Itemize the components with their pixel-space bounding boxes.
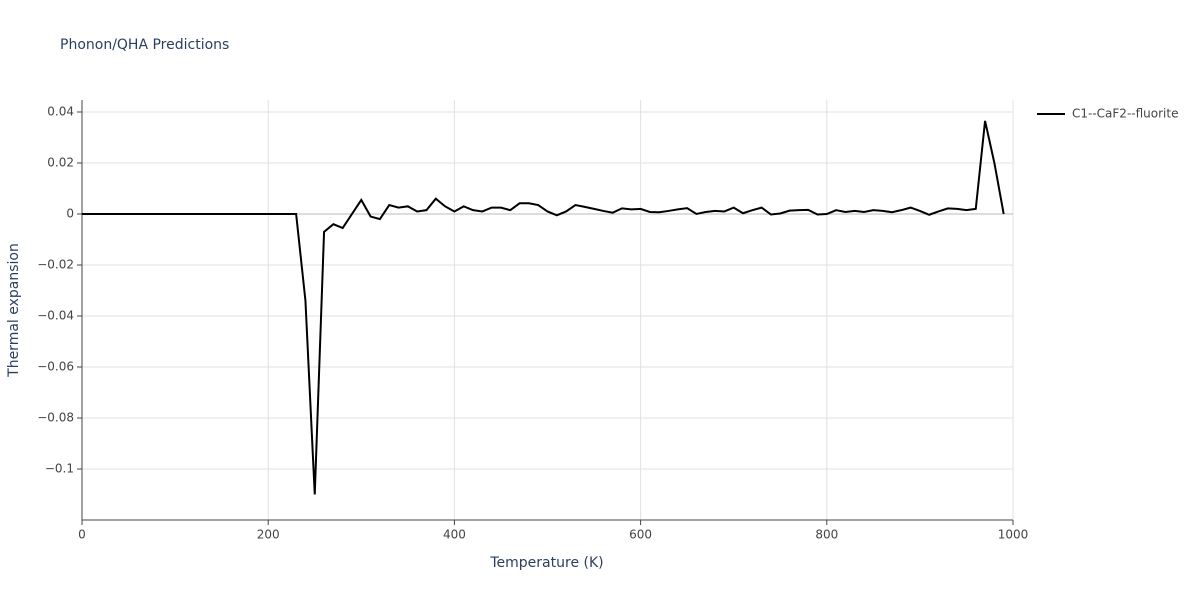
y-axis-title: Thermal expansion [6, 243, 22, 378]
y-tick-label: −0.06 [37, 359, 74, 373]
x-tick-label: 800 [815, 528, 838, 542]
x-tick-label: 600 [629, 528, 652, 542]
y-tick-label: −0.04 [37, 308, 74, 322]
y-tick-label: 0 [66, 206, 74, 220]
y-tick-label: 0.04 [47, 104, 74, 118]
chart-title: Phonon/QHA Predictions [60, 37, 229, 53]
y-tick-label: −0.08 [37, 410, 74, 424]
x-axis-title: Temperature (K) [489, 555, 603, 571]
x-tick-label: 400 [443, 528, 466, 542]
x-tick-label: 200 [257, 528, 280, 542]
x-tick-label: 1000 [998, 528, 1029, 542]
x-tick-label: 0 [78, 528, 86, 542]
y-tick-label: −0.1 [45, 461, 74, 475]
y-tick-label: −0.02 [37, 257, 74, 271]
y-tick-label: 0.02 [47, 155, 74, 169]
data-line [82, 120, 1005, 495]
legend-label: C1--CaF2--fluorite [1072, 107, 1178, 121]
